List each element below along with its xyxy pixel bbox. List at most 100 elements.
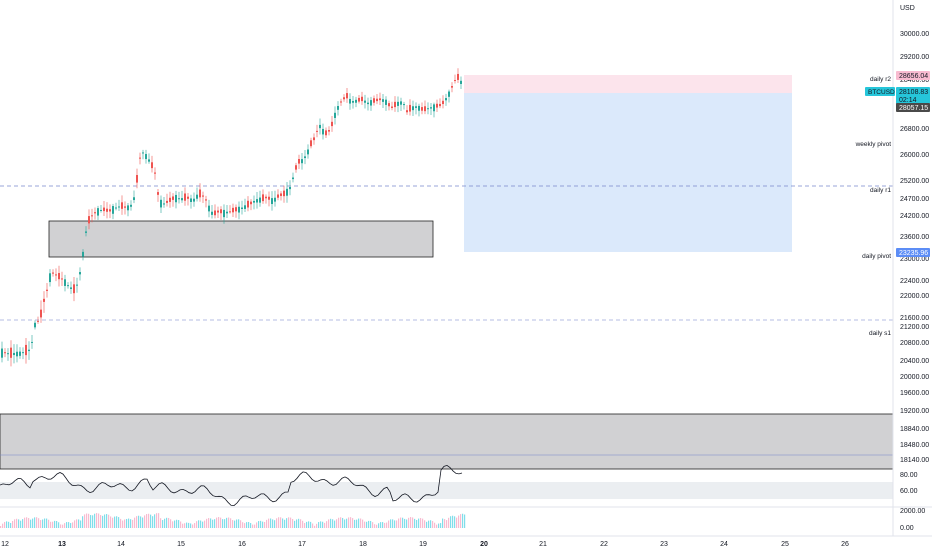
volume-bar xyxy=(244,523,246,528)
rsi-tick-80: 80.00 xyxy=(900,472,918,479)
volume-bar xyxy=(202,521,204,528)
time-tick-label: 15 xyxy=(177,541,185,548)
volume-bar xyxy=(56,520,58,528)
volume-bar xyxy=(436,524,438,528)
candle-body xyxy=(328,130,330,132)
volume-bar xyxy=(4,521,6,528)
volume-bar xyxy=(58,522,60,528)
volume-bar xyxy=(34,517,36,528)
candle-body xyxy=(43,298,45,302)
candle-body xyxy=(292,177,294,180)
consolidation-box[interactable] xyxy=(48,220,434,258)
candle-body xyxy=(163,203,165,205)
volume-bar xyxy=(382,522,384,528)
volume-bar xyxy=(312,523,314,528)
price-tick-label: 23000.00 xyxy=(900,256,929,263)
candle-body xyxy=(178,198,180,200)
lower-gray-band xyxy=(0,413,894,470)
volume-bar xyxy=(320,521,322,528)
candle-body xyxy=(145,154,147,160)
time-tick-label: 12 xyxy=(1,541,9,548)
volume-bar xyxy=(96,513,98,528)
volume-bar xyxy=(260,520,262,528)
volume-bar xyxy=(116,516,118,528)
volume-bar xyxy=(462,513,464,528)
volume-bar xyxy=(458,515,460,528)
rsi-band xyxy=(0,482,893,499)
volume-bar xyxy=(346,518,348,528)
level-label-daily-r2: daily r2 xyxy=(870,76,891,83)
volume-bar xyxy=(360,518,362,528)
stop-zone[interactable] xyxy=(464,93,792,252)
volume-bar xyxy=(390,519,392,528)
volume-bar xyxy=(308,521,310,528)
volume-bar xyxy=(72,522,74,528)
volume-bar xyxy=(412,517,414,528)
volume-bar xyxy=(204,520,206,528)
volume-bar xyxy=(326,521,328,528)
volume-bar xyxy=(50,521,52,528)
candle-body xyxy=(97,208,99,216)
candle-body xyxy=(190,198,192,202)
volume-bar xyxy=(366,521,368,528)
symbol-badge-text: BTCUSD xyxy=(868,89,895,96)
stop-price-text: 23235.96 xyxy=(899,250,928,257)
volume-bar xyxy=(372,522,374,528)
candle-body xyxy=(280,193,282,196)
time-tick-label: 24 xyxy=(720,541,728,548)
time-axis[interactable]: 12 13 14 15 16 17 18 19 20 21 22 23 24 25 26 xyxy=(1,541,849,548)
candle-body xyxy=(196,194,198,199)
price-tick-label: 19200.00 xyxy=(900,408,929,415)
volume-bar xyxy=(122,520,124,528)
volume-bar xyxy=(144,515,146,528)
volume-bar xyxy=(240,520,242,528)
volume-bar xyxy=(380,522,382,528)
candle-body xyxy=(415,106,417,108)
candle-body xyxy=(445,98,447,101)
volume-bar xyxy=(102,515,104,528)
volume-bar xyxy=(30,519,32,528)
target-zone[interactable] xyxy=(464,75,792,93)
volume-bar xyxy=(316,523,318,528)
level-label-daily-r1: daily r1 xyxy=(870,187,891,194)
price-tick-label: 19600.00 xyxy=(900,390,929,397)
volume-bar xyxy=(184,523,186,528)
volume-bar xyxy=(174,520,176,528)
candle-body xyxy=(34,322,36,328)
volume-bar xyxy=(334,520,336,528)
candle-body xyxy=(46,289,48,291)
last-price-tag xyxy=(896,87,930,104)
volume-bar xyxy=(294,520,296,528)
volume-bar xyxy=(94,513,96,528)
volume-bar xyxy=(70,523,72,528)
volume-bar xyxy=(254,524,256,528)
candle-body xyxy=(364,100,366,103)
candle-body xyxy=(199,189,201,198)
symbol-badge[interactable] xyxy=(865,87,895,96)
volume-bar xyxy=(262,521,264,528)
target-price-tag xyxy=(896,71,930,80)
volume-bar xyxy=(54,520,56,528)
candle-body xyxy=(169,197,171,202)
candle-body xyxy=(202,195,204,197)
candle-body xyxy=(148,159,150,162)
volume-bar xyxy=(414,518,416,528)
volume-bar xyxy=(392,519,394,528)
candle-body xyxy=(442,100,444,105)
candle-body xyxy=(382,99,384,102)
volume-bar xyxy=(214,519,216,528)
candle-body xyxy=(88,216,90,224)
volume-bar xyxy=(74,520,76,528)
price-tick-label: 26000.00 xyxy=(900,152,929,159)
candle-body xyxy=(55,274,57,276)
price-tick-label: 22000.00 xyxy=(900,293,929,300)
candle-body xyxy=(457,73,459,80)
candle-body xyxy=(397,101,399,106)
candle-body xyxy=(400,101,402,105)
volume-bar xyxy=(298,518,300,528)
volume-bar xyxy=(310,521,312,528)
candle-body xyxy=(385,99,387,105)
volume-bar xyxy=(100,515,102,528)
candle-body xyxy=(211,211,213,215)
